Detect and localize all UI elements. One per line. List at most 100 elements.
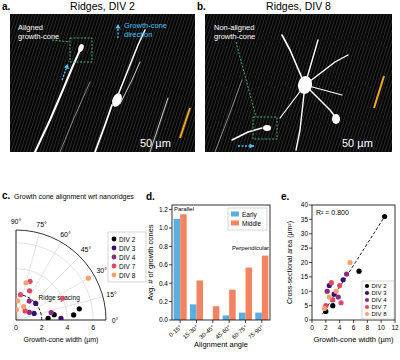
annotation-line: growth-cone — [214, 32, 255, 41]
bar — [223, 315, 230, 320]
micrograph-content — [205, 14, 392, 152]
legend-marker — [112, 255, 117, 260]
bar — [197, 280, 204, 320]
tick — [169, 301, 172, 302]
tick-label: 5 — [304, 302, 308, 309]
tick — [309, 320, 312, 321]
ridge — [113, 14, 157, 152]
grid-radial — [16, 256, 80, 320]
leader-line — [236, 42, 256, 117]
tick — [367, 320, 368, 323]
ridge — [350, 14, 392, 152]
tick-label: 40 — [301, 201, 309, 208]
point — [58, 316, 63, 321]
tick-label: 10 — [378, 324, 386, 331]
tick — [196, 320, 197, 323]
legend-marker — [365, 298, 369, 302]
tick-label: 45-60° — [214, 324, 232, 340]
point — [15, 298, 20, 303]
tick — [309, 262, 312, 263]
legend-marker — [365, 312, 369, 316]
micrograph-content — [10, 14, 195, 152]
tick — [339, 320, 340, 323]
legend-label: DIV 4 — [372, 297, 388, 303]
neurite — [232, 128, 262, 140]
ridge — [254, 14, 298, 152]
tick-label: 75-90° — [247, 324, 265, 340]
annotation: Non-alignedgrowth-cone — [214, 23, 255, 41]
neurite — [282, 35, 305, 85]
ridge — [276, 14, 320, 152]
bar — [190, 304, 197, 320]
frame-arc — [16, 230, 106, 320]
point — [27, 288, 32, 293]
annotation: Perpendicular — [232, 245, 269, 251]
tick-label: 1.0 — [159, 224, 168, 231]
ridge — [251, 14, 295, 152]
highlight-box — [253, 117, 277, 139]
tick — [169, 246, 172, 247]
ridge — [356, 14, 392, 152]
tick — [353, 320, 354, 323]
point — [329, 280, 334, 285]
tick-label: 30° — [96, 267, 107, 274]
tick-label: 60° — [60, 231, 71, 238]
scale-bar — [374, 76, 384, 108]
tick — [312, 320, 313, 323]
ridge — [84, 14, 128, 152]
ridge — [388, 14, 392, 152]
tick — [229, 320, 230, 323]
tick — [261, 320, 262, 323]
ridge — [379, 14, 392, 152]
bar — [180, 214, 187, 320]
tick — [309, 305, 312, 306]
tick — [309, 205, 312, 206]
arrow-head — [64, 64, 69, 69]
axis-line — [16, 230, 17, 320]
tick-label: 35 — [301, 216, 309, 223]
point — [32, 311, 37, 316]
ridge — [315, 14, 359, 152]
tick — [309, 276, 312, 277]
annotation-line: Growth-cone — [124, 21, 167, 30]
scale-bar-label: 50 µm — [140, 137, 171, 149]
tick — [309, 233, 312, 234]
annotation-line: Non-aligned — [214, 23, 254, 32]
point — [338, 300, 343, 305]
legend-label: Early — [242, 211, 258, 219]
ridge — [337, 14, 381, 152]
tick — [169, 228, 172, 229]
ridge — [78, 14, 122, 152]
tick-label: 15° — [106, 291, 117, 298]
ridge — [257, 14, 301, 152]
bar — [174, 219, 181, 320]
tick-label: 0.4 — [159, 280, 168, 287]
ridge — [260, 14, 304, 152]
tick-label: 0 — [304, 316, 308, 323]
bar — [246, 268, 253, 320]
point — [322, 306, 327, 311]
neurite — [95, 105, 112, 152]
ridge — [327, 14, 371, 152]
ridge — [152, 14, 195, 152]
ridge — [190, 14, 195, 152]
point — [86, 276, 91, 281]
point — [336, 294, 341, 299]
plot-area — [14, 276, 91, 321]
ridge — [123, 14, 167, 152]
panel-label: b. — [197, 1, 206, 12]
ridge — [311, 14, 355, 152]
ridge — [187, 14, 195, 152]
cell — [297, 75, 314, 95]
reference-label: Ridge spacing — [39, 294, 81, 302]
frame — [312, 205, 395, 320]
neurite — [215, 80, 242, 152]
point — [60, 296, 65, 301]
legend-label: DIV 7 — [372, 304, 388, 310]
tick-label: 0.6 — [159, 261, 168, 268]
point — [14, 307, 19, 312]
point — [23, 280, 28, 285]
legend-swatch — [231, 221, 239, 226]
ridge — [171, 14, 195, 152]
ridge — [347, 14, 391, 152]
